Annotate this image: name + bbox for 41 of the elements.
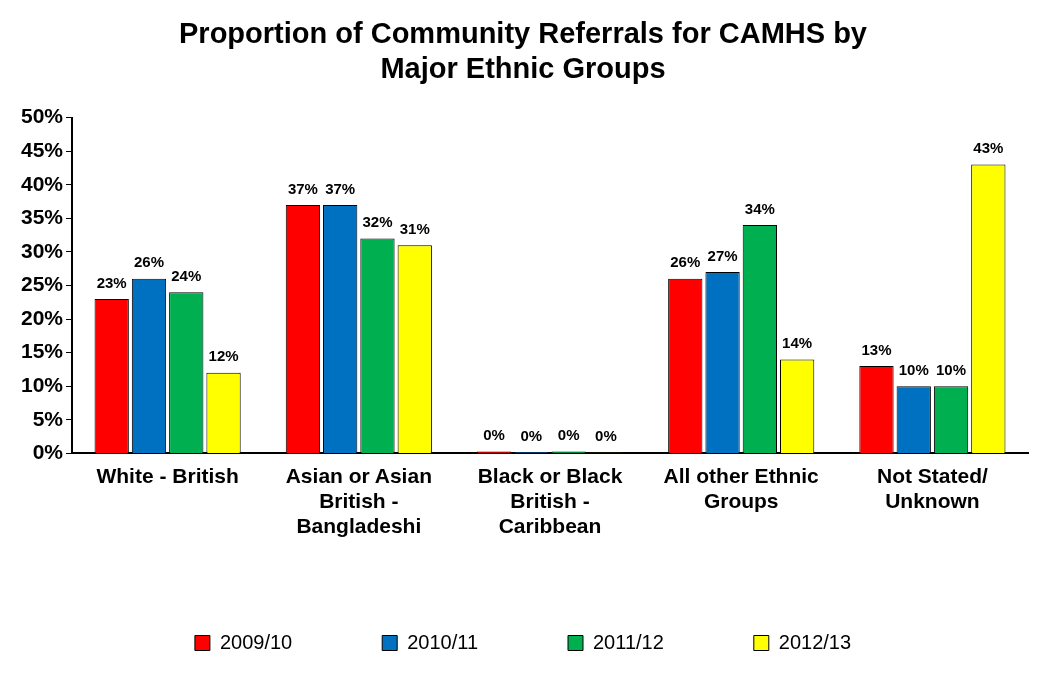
data-label: 27%: [707, 246, 738, 264]
y-tick-label: 5%: [32, 406, 64, 430]
y-tick-label: 15%: [21, 339, 64, 363]
x-tick-label: Not Stated/ Unknown: [876, 463, 988, 512]
y-tick-label: 40%: [21, 171, 64, 195]
y-tick-label: 35%: [21, 205, 64, 229]
y-tick-label: 10%: [21, 373, 64, 397]
data-label: 26%: [133, 253, 164, 271]
y-tick-label: 25%: [21, 272, 64, 296]
data-label: 34%: [744, 199, 775, 217]
data-label: 43%: [973, 139, 1004, 157]
y-tick-label: 45%: [21, 137, 64, 161]
data-label: 24%: [171, 266, 202, 284]
y-tick-label: 50%: [21, 104, 64, 128]
x-tick-label: Black or Black British - Caribbean: [477, 463, 623, 538]
data-label: 12%: [208, 347, 239, 365]
legend-label: 2010/11: [407, 630, 478, 653]
data-label: 37%: [325, 179, 356, 197]
data-label: 23%: [96, 273, 127, 291]
legend-label: 2012/13: [778, 630, 852, 653]
data-label: 26%: [670, 253, 701, 271]
data-label: 32%: [362, 213, 393, 231]
data-label: 0%: [595, 427, 617, 445]
chart-title: Proportion of Community Referrals for CAMHS by Major Ethnic Groups: [179, 17, 867, 85]
y-tick-label: 20%: [21, 305, 64, 329]
y-tick-label: 30%: [21, 238, 64, 262]
data-label: 0%: [520, 426, 543, 444]
data-label: 10%: [936, 360, 967, 378]
data-label: 37%: [287, 179, 318, 197]
x-tick-label: White - British: [96, 463, 239, 487]
data-label: 14%: [782, 334, 813, 352]
legend-label: 2011/12: [593, 630, 664, 653]
data-label: 0%: [483, 426, 505, 444]
data-label: 31%: [399, 219, 430, 237]
y-tick-label: 0%: [32, 440, 64, 464]
data-label: 13%: [861, 340, 892, 358]
legend-label: 2009/10: [219, 630, 293, 653]
data-label: 10%: [898, 360, 929, 378]
data-label: 0%: [557, 426, 580, 444]
x-tick-label: All other Ethnic Groups: [663, 463, 820, 512]
x-tick-label: Asian or Asian British - Bangladeshi: [285, 463, 432, 538]
